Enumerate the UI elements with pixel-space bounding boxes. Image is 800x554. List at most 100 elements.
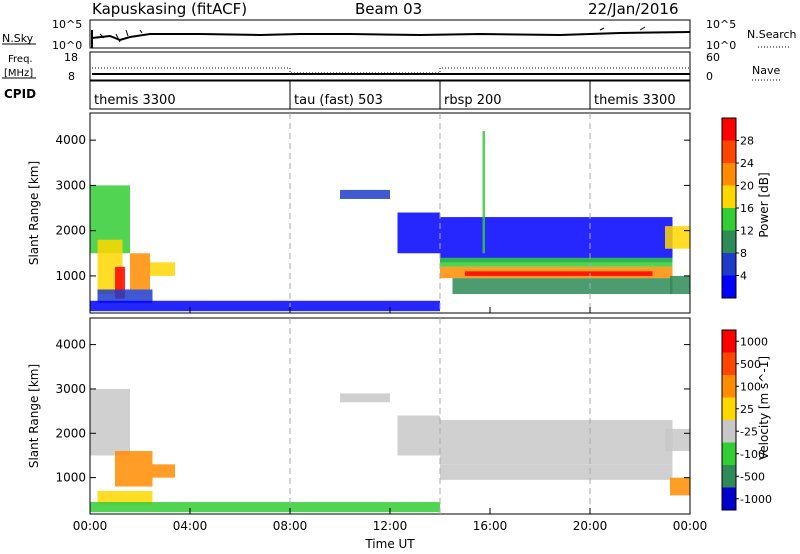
colorbar-swatch: [722, 487, 736, 510]
date-title: 22/Jan/2016: [588, 0, 679, 18]
y-tick-label: 3000: [55, 178, 86, 192]
x-tick-label: 04:00: [173, 519, 208, 533]
heatmap-cell: [340, 189, 390, 199]
x-tick-label: 00:00: [673, 519, 708, 533]
colorbar-tick-label: -500: [740, 470, 765, 483]
velocity-colorbar-label: Velocity [m s^-1]: [757, 356, 771, 460]
heatmap-cell: [440, 419, 673, 465]
cpid-label: CPID: [4, 87, 36, 101]
cpid-segment-label: themis 3300: [594, 93, 676, 108]
y-tick-label: 3000: [55, 382, 86, 396]
heatmap-cell: [397, 212, 440, 254]
colorbar-tick-label: 1000: [740, 335, 768, 348]
x-axis-ticks: 00:00 04:00 08:00 12:00 16:00 20:00 00:00: [73, 519, 708, 533]
nave-label: Nave: [752, 64, 780, 77]
velocity-colorbar: 1000 500 100 25 -25 -100 -500 -1000: [721, 329, 772, 511]
noise-left-tick-bottom: 10^0: [52, 39, 82, 52]
x-tick-label: 08:00: [273, 519, 308, 533]
nave-right-tick-top: 60: [706, 51, 720, 64]
colorbar-tick-label: 500: [740, 358, 761, 371]
colorbar-tick-label: 4: [740, 270, 747, 283]
station-title: Kapuskasing (fitACF): [92, 0, 247, 18]
colorbar-swatch: [722, 442, 736, 465]
colorbar-swatch: [722, 275, 736, 298]
colorbar-tick-label: 20: [740, 180, 754, 193]
y-tick-label: 4000: [55, 133, 86, 147]
cpid-segment-label: rbsp 200: [444, 93, 502, 108]
heatmap-cell: [152, 464, 175, 478]
colorbar-swatch: [722, 163, 736, 186]
freq-label-1: Freq.: [8, 54, 33, 65]
colorbar-swatch: [722, 397, 736, 420]
heatmap-cell: [670, 275, 690, 294]
heatmap-cell: [130, 253, 150, 290]
power-colorbar-label: Power [dB]: [757, 172, 771, 237]
colorbar-swatch: [722, 352, 736, 375]
heatmap-cell: [115, 451, 153, 487]
heatmap-cell: [670, 477, 690, 496]
x-axis-label: Time UT: [364, 537, 415, 551]
colorbar-tick-label: 25: [740, 403, 754, 416]
freq-left-tick-top: 18: [64, 51, 78, 64]
x-tick-label: 16:00: [473, 519, 508, 533]
power-colorbar: 4 8 12 16 20 24 28: [721, 117, 754, 299]
noise-right-tick-bottom: 10^0: [706, 39, 736, 52]
velocity-ylabel: Slant Range [km]: [27, 364, 41, 468]
colorbar-swatch: [722, 330, 736, 353]
heatmap-cell: [440, 217, 673, 263]
freq-panel: Freq. [MHz] 18 8 60 0 Nave: [2, 51, 780, 83]
heatmap-cell: [440, 257, 673, 267]
x-tick-label: 12:00: [373, 519, 408, 533]
colorbar-tick-label: 8: [740, 247, 747, 260]
noise-scatter: [99, 26, 646, 43]
colorbar-swatch: [722, 375, 736, 398]
cpid-segment-label: themis 3300: [94, 93, 176, 108]
colorbar-tick-label: 12: [740, 225, 754, 238]
y-tick-label: 1000: [55, 269, 86, 283]
heatmap-cell: [115, 266, 125, 299]
cpid-segment-label: tau (fast) 503: [294, 93, 383, 108]
x-tick-label: 20:00: [573, 519, 608, 533]
freq-left-tick-bottom: 8: [68, 70, 75, 83]
heatmap-cell: [97, 490, 153, 505]
y-tick-label: 1000: [55, 471, 86, 485]
colorbar-tick-label: 28: [740, 135, 754, 148]
colorbar-swatch: [722, 253, 736, 276]
colorbar-swatch: [722, 118, 736, 141]
heatmap-cell: [465, 271, 653, 276]
noise-right-label: N.Search: [747, 28, 797, 41]
power-panel: 1000 2000 3000 4000 Slant Range [km]: [27, 112, 691, 314]
noise-right-tick-top: 10^5: [706, 18, 736, 31]
nave-trace: [92, 67, 690, 74]
cpid-bar: CPID themis 3300 tau (fast) 503 rbsp 200 th…: [4, 80, 691, 110]
beam-title: Beam 03: [355, 0, 422, 18]
heatmap-cell: [665, 428, 690, 452]
heatmap-cell: [665, 226, 690, 249]
colorbar-swatch: [722, 465, 736, 488]
heatmap-cell: [90, 388, 130, 456]
colorbar-tick-label: 16: [740, 202, 754, 215]
colorbar-swatch: [722, 185, 736, 208]
heatmap-cell: [440, 464, 673, 480]
colorbar-tick-label: 24: [740, 157, 754, 170]
y-tick-label: 2000: [55, 224, 86, 238]
freq-label-2: [MHz]: [4, 68, 33, 79]
heatmap-cell: [150, 262, 175, 276]
nave-right-tick-bottom: 0: [706, 70, 713, 83]
heatmap-cell: [90, 502, 440, 513]
noise-left-tick-top: 10^5: [52, 18, 82, 31]
y-tick-label: 2000: [55, 426, 86, 440]
noise-trace: [91, 31, 691, 42]
colorbar-tick-label: -100: [740, 448, 765, 461]
heatmap-cell: [97, 289, 153, 304]
colorbar-tick-label: -25: [740, 425, 758, 438]
power-ylabel: Slant Range [km]: [27, 161, 41, 265]
heatmap-cell: [90, 300, 440, 312]
y-tick-label: 4000: [55, 338, 86, 352]
heatmap-cell: [482, 131, 485, 254]
heatmap-cell: [397, 415, 440, 456]
colorbar-swatch: [722, 420, 736, 443]
colorbar-swatch: [722, 230, 736, 253]
noise-left-label: N.Sky: [2, 32, 34, 45]
